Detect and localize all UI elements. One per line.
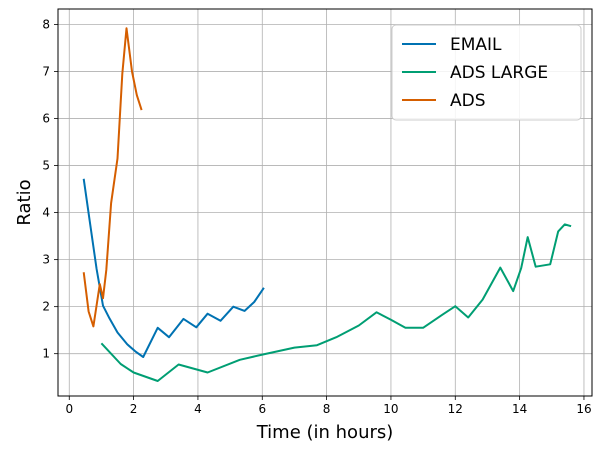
x-tick-label: 2 [130, 402, 138, 416]
x-tick-label: 4 [194, 402, 202, 416]
series-lines [82, 27, 572, 382]
legend: EMAIL ADS LARGE ADS [391, 24, 582, 121]
y-tick-label: 3 [42, 253, 50, 267]
y-tick-label: 6 [42, 112, 50, 126]
grid [58, 9, 592, 396]
x-tick-label: 10 [383, 402, 398, 416]
x-tick-label: 0 [65, 402, 73, 416]
legend-label: EMAIL [450, 35, 502, 55]
x-tick-label: 8 [323, 402, 331, 416]
y-tick-label: 8 [42, 18, 50, 32]
y-tick-label: 7 [42, 65, 50, 79]
y-tick-label: 4 [42, 206, 50, 220]
x-axis-label: Time (in hours) [256, 422, 394, 443]
y-tick-label: 1 [42, 347, 50, 361]
x-tick-label: 12 [448, 402, 463, 416]
plot-frame [57, 8, 593, 397]
y-tick-label: 5 [42, 159, 50, 173]
y-axis-label: Ratio [14, 179, 35, 225]
legend-box [391, 24, 582, 121]
x-tick-label: 6 [258, 402, 266, 416]
series-line-email [82, 178, 265, 358]
legend-label: ADS LARGE [450, 63, 548, 83]
series-line-ads [82, 27, 143, 328]
x-tick-label: 14 [512, 402, 527, 416]
series-line-ads-large [100, 223, 572, 382]
y-tick-label: 2 [42, 300, 50, 314]
x-tick-label: 16 [576, 402, 591, 416]
legend-label: ADS [450, 91, 486, 111]
